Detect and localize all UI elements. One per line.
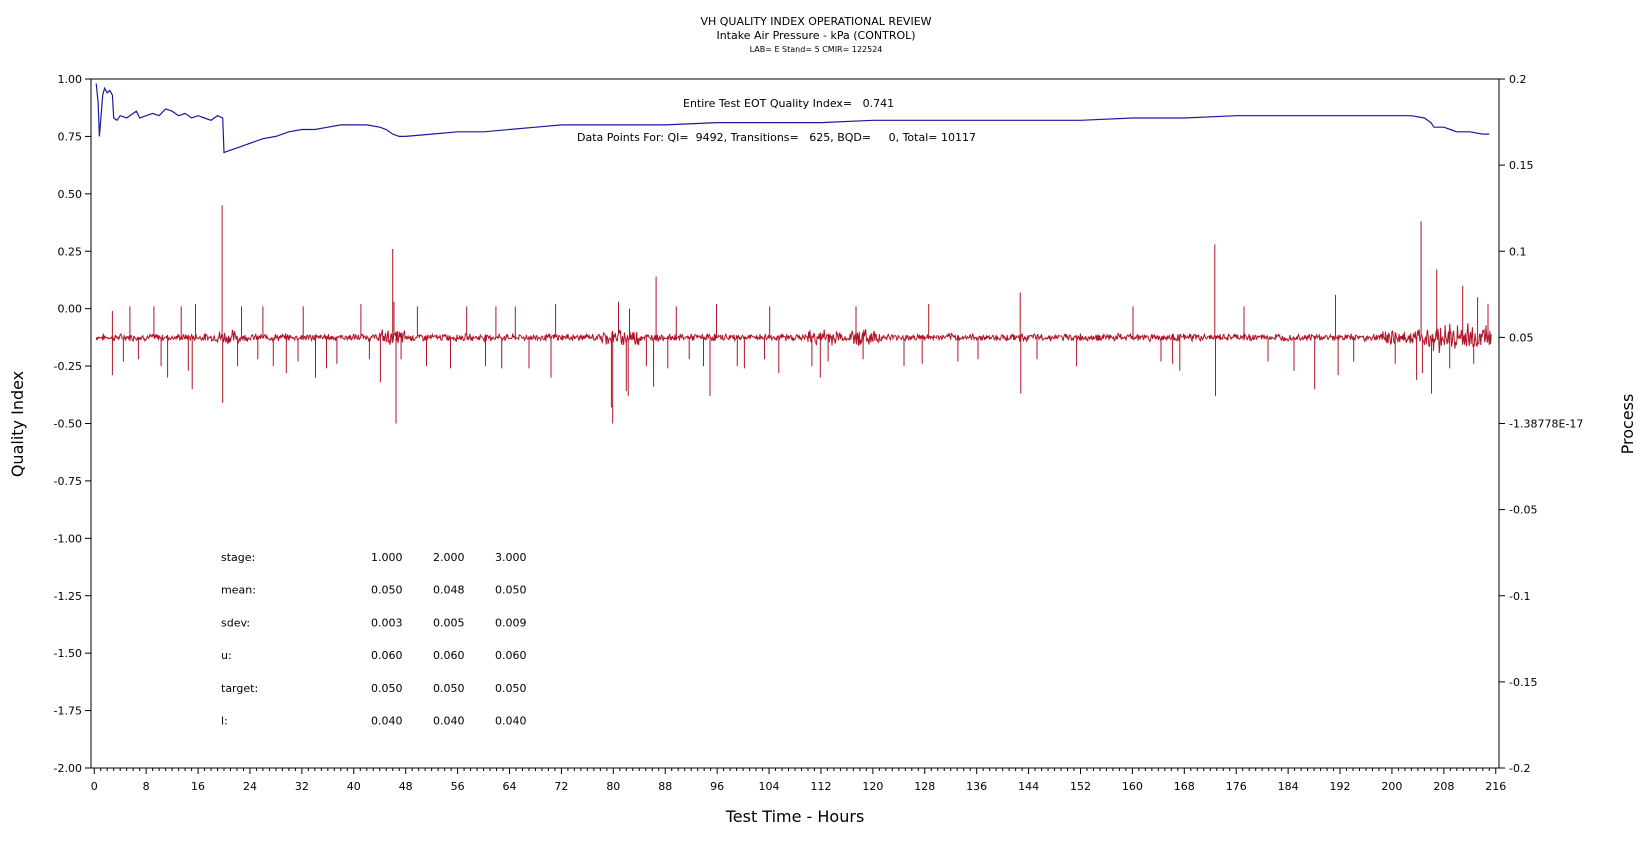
x-tick-label: 48 xyxy=(399,780,413,793)
y-tick-label: -0.25 xyxy=(54,360,82,373)
stats-cell: 0.009 xyxy=(495,616,527,629)
stats-cell: 0.040 xyxy=(495,715,527,728)
stats-row-label: mean: xyxy=(221,584,256,597)
x-tick-label: 0 xyxy=(91,780,98,793)
stats-cell: 0.060 xyxy=(433,649,465,662)
stats-cell: 0.003 xyxy=(371,616,403,629)
x-tick-label: 24 xyxy=(243,780,257,793)
x-tick-label: 40 xyxy=(347,780,361,793)
y-tick-label: -1.50 xyxy=(54,647,82,660)
y2-tick-label: -0.15 xyxy=(1509,676,1537,689)
x-tick-label: 184 xyxy=(1278,780,1299,793)
stats-cell: 0.050 xyxy=(495,682,527,695)
stats-row-label: sdev: xyxy=(221,616,250,629)
x-tick-label: 208 xyxy=(1433,780,1454,793)
stats-row-label: target: xyxy=(221,682,258,695)
stats-row-label: l: xyxy=(221,715,228,728)
y2-axis-label: Process xyxy=(1618,394,1637,455)
x-tick-label: 64 xyxy=(503,780,517,793)
x-tick-label: 144 xyxy=(1018,780,1039,793)
stats-cell: 0.040 xyxy=(433,715,465,728)
stats-cell: 0.050 xyxy=(371,682,403,695)
stats-cell: 0.048 xyxy=(433,584,465,597)
stats-cell: 3.000 xyxy=(495,551,527,564)
y-tick-label: -1.25 xyxy=(54,590,82,603)
y2-tick-label: 0.1 xyxy=(1509,245,1527,258)
y-tick-label: -2.00 xyxy=(54,762,82,775)
x-tick-label: 152 xyxy=(1070,780,1091,793)
x-tick-label: 32 xyxy=(295,780,309,793)
y-tick-label: 0.00 xyxy=(58,303,83,316)
y-tick-label: 1.00 xyxy=(58,73,83,86)
qi-noise-series xyxy=(95,205,1492,424)
x-tick-label: 192 xyxy=(1330,780,1351,793)
stats-cell: 0.040 xyxy=(371,715,403,728)
x-tick-label: 128 xyxy=(914,780,935,793)
y2-tick-label: 0.15 xyxy=(1509,159,1534,172)
x-tick-label: 136 xyxy=(966,780,987,793)
stats-cell: 1.000 xyxy=(371,551,403,564)
stats-cell: 2.000 xyxy=(433,551,465,564)
qi-trend-series xyxy=(95,83,1490,154)
stats-cell: 0.005 xyxy=(433,616,465,629)
y-tick-label: -0.50 xyxy=(54,418,82,431)
y2-tick-label: -0.1 xyxy=(1509,590,1530,603)
y2-tick-label: 0.05 xyxy=(1509,331,1534,344)
x-tick-label: 200 xyxy=(1381,780,1402,793)
y-tick-label: -1.75 xyxy=(54,705,82,718)
x-tick-label: 120 xyxy=(862,780,883,793)
y-axis-label: Quality Index xyxy=(8,371,27,477)
stats-cell: 0.050 xyxy=(433,682,465,695)
x-tick-label: 112 xyxy=(810,780,831,793)
plot-frame xyxy=(90,78,1500,769)
y-tick-label: -1.00 xyxy=(54,532,82,545)
x-tick-label: 176 xyxy=(1226,780,1247,793)
stats-cell: 0.050 xyxy=(495,584,527,597)
x-tick-label: 216 xyxy=(1485,780,1506,793)
stats-row-label: u: xyxy=(221,649,232,662)
y-tick-label: 0.75 xyxy=(58,130,83,143)
x-tick-label: 88 xyxy=(658,780,672,793)
annotation-data-points: Data Points For: QI= 9492, Transitions= … xyxy=(577,131,976,144)
x-tick-label: 160 xyxy=(1122,780,1143,793)
x-tick-label: 72 xyxy=(554,780,568,793)
x-axis-ticks: 0 8 16 24 32 40 48 56 64 72 80 88 96 104 112 120 128 136 1… xyxy=(91,768,1506,793)
y2-tick-label: -1.38778E-17 xyxy=(1509,418,1583,431)
chart-meta: LAB= E Stand= 5 CMIR= 122524 xyxy=(750,45,883,54)
stats-cell: 0.050 xyxy=(371,584,403,597)
annotation-eot-qi: Entire Test EOT Quality Index= 0.741 xyxy=(683,97,894,110)
series-layer xyxy=(95,83,1492,424)
stats-cell: 0.060 xyxy=(371,649,403,662)
y2-tick-label: -0.2 xyxy=(1509,762,1530,775)
chart-title: VH QUALITY INDEX OPERATIONAL REVIEW xyxy=(700,15,931,28)
x-axis-label: Test Time - Hours xyxy=(725,807,865,826)
y-tick-label: 0.25 xyxy=(58,245,83,258)
y-axis-ticks: 1.00 0.75 0.50 0.25 0.00 -0.25 -0.50 -0.75 -1.00… xyxy=(54,73,91,775)
y2-tick-label: 0.2 xyxy=(1509,73,1527,86)
y2-tick-label: -0.05 xyxy=(1509,504,1537,517)
x-tick-label: 80 xyxy=(606,780,620,793)
stats-row-label: stage: xyxy=(221,551,255,564)
stats-cell: 0.060 xyxy=(495,649,527,662)
y2-axis-ticks: 0.2 0.15 0.1 0.05 -1.38778E-17 -0.05 -0.1 -0.15… xyxy=(1499,73,1583,775)
x-tick-label: 168 xyxy=(1174,780,1195,793)
chart-subtitle: Intake Air Pressure - kPa (CONTROL) xyxy=(716,29,915,42)
y-tick-label: 0.50 xyxy=(58,188,83,201)
x-tick-label: 96 xyxy=(710,780,724,793)
x-tick-label: 104 xyxy=(759,780,780,793)
x-tick-label: 8 xyxy=(143,780,150,793)
x-tick-label: 16 xyxy=(191,780,205,793)
stats-table: stage: 1.000 2.000 3.000 mean: 0.050 0.048 0.05… xyxy=(221,551,527,728)
x-tick-label: 56 xyxy=(451,780,465,793)
y-tick-label: -0.75 xyxy=(54,475,82,488)
